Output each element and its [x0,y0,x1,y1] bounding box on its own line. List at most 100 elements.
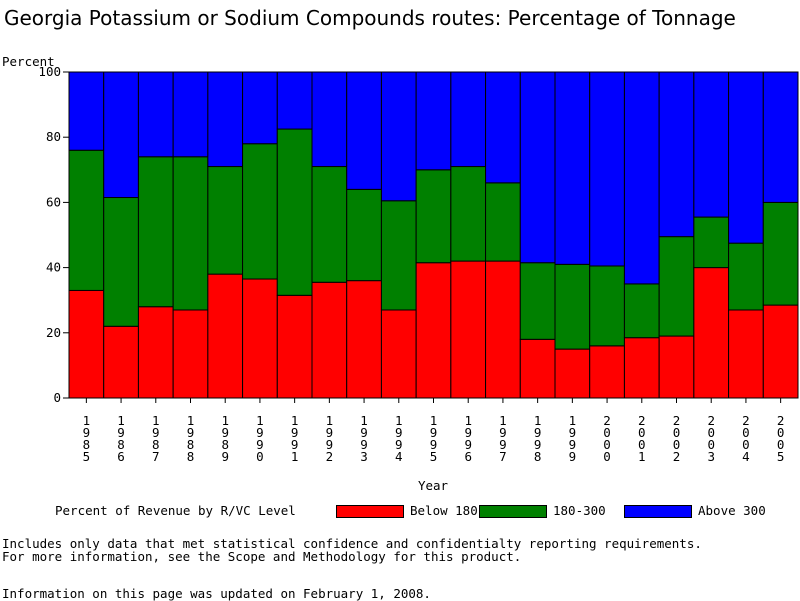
bar-segment [693,216,730,269]
bar-segment [485,71,521,184]
bar-segment [103,197,139,327]
bar-segment [311,281,348,399]
bar-segment [415,169,452,264]
note-updated: Information on this page was updated on … [2,586,431,601]
bar-segment [346,280,382,399]
legend-label-below-180: Below 180 [410,503,478,518]
bar-segment [762,304,799,399]
bar-segment [658,236,695,337]
bar-segment [242,143,278,280]
bar-segment [68,289,105,399]
legend-item-180-300: 180-300 [479,503,606,518]
bar-segment [242,278,278,399]
bar-segment [242,71,278,145]
bar-segment [623,283,660,339]
bar-segment [311,166,348,283]
legend-item-above-300: Above 300 [624,503,766,518]
bar-segment [589,265,625,347]
legend-label-180-300: 180-300 [553,503,606,518]
bar-segment [207,166,244,275]
legend-swatch-180-300 [479,505,547,518]
bar-segment [276,294,313,399]
y-tick-label: 0 [53,390,61,405]
bar-segment [172,71,209,158]
bar-segment [728,309,764,399]
legend-title: Percent of Revenue by R/VC Level [55,503,296,518]
bar-segment [450,71,487,168]
bar-segment [519,338,556,399]
bar-segment [311,71,348,168]
y-tick-label: 100 [38,64,61,79]
bar-segment [728,71,764,244]
bar-segment [554,71,591,265]
bar-segment [658,71,695,238]
bar-segment [415,262,452,399]
bar-segment [554,348,591,399]
legend-swatch-below-180 [336,505,404,518]
bar-segment [728,242,764,311]
stacked-bar-chart: Percent 0 20 40 60 80 100 1 9 8 5 1 9 8 6 1 9 8 7 1 9 8 8 1 9 8 9 1… [2,54,799,493]
bar-segment [346,71,382,190]
bar-segment [450,166,487,262]
bar-segment [172,156,209,311]
y-tick-label: 80 [46,129,61,144]
y-tick-label: 40 [46,260,61,275]
bar-segment [68,149,105,291]
bar-segment [380,200,417,311]
bar-segment [589,71,625,267]
bar-segment [519,71,556,264]
legend-label-above-300: Above 300 [698,503,766,518]
bar-segment [623,337,660,399]
x-axis-label: Year [418,478,449,493]
bar-segment [762,71,799,203]
legend-item-below-180: Below 180 [336,503,478,518]
bar-segment [137,306,174,399]
bar-segment [103,71,139,199]
bar-segment [207,273,244,399]
bar-segment [103,325,139,399]
bar-segment [693,267,730,399]
bar-segment [450,260,487,399]
bar-segment [137,71,174,158]
bar-segment [485,182,521,262]
y-tick-label: 60 [46,194,61,209]
bar-segment [137,156,174,308]
note-confidence: Includes only data that met statistical … [2,536,702,551]
bar-segment [68,71,105,151]
note-methodology: For more information, see the Scope and … [2,549,522,564]
bar-segment [589,345,625,399]
bar-segment [276,128,313,296]
bar-segment [485,260,521,399]
chart-title: Georgia Potassium or Sodium Compounds ro… [4,6,736,30]
bar-segment [207,71,244,168]
y-axis-label: Percent [2,54,55,69]
legend-swatch-above-300 [624,505,692,518]
bar-segment [519,262,556,340]
bar-segment [276,71,313,130]
bar-segment [658,335,695,399]
bar-segment [693,71,730,218]
bar-segment [623,71,660,285]
bar-segment [380,309,417,399]
